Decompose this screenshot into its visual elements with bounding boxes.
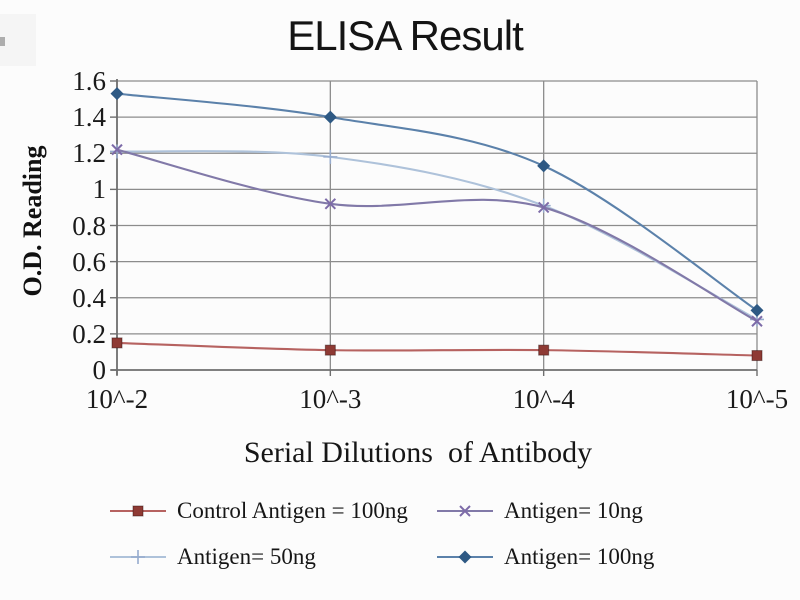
legend-marker-plus: [110, 550, 166, 564]
y-tick-label: 0.8: [72, 210, 106, 241]
y-tick-label: 0.2: [72, 318, 106, 349]
marker-diamond: [323, 110, 337, 124]
x-axis-title: Serial Dilutions of Antibody: [243, 436, 593, 469]
legend-marker-x: [437, 505, 493, 517]
marker-square: [324, 344, 336, 356]
legend-label: Control Antigen = 100ng: [177, 498, 408, 523]
series-line: [116, 148, 758, 323]
series-antigen-100ng: [110, 87, 764, 317]
marker-x: [324, 198, 337, 210]
y-tick-label: 1.2: [72, 138, 106, 169]
y-tick-label: 0.4: [72, 282, 106, 313]
series-line: [116, 341, 758, 357]
series-antigen-10ng: [111, 143, 763, 327]
y-tick-label: 1.4: [72, 102, 106, 133]
y-tick-label: 0.6: [72, 246, 106, 277]
marker-plus: [131, 550, 145, 564]
x-tick-label: 10^-4: [512, 384, 575, 414]
x-tick-label: 10^-2: [85, 384, 149, 414]
y-tick-label: 0: [92, 355, 107, 385]
legend-item-control-antigen: Control Antigen = 100ng: [108, 497, 408, 525]
marker-x: [459, 505, 471, 517]
marker-square: [538, 344, 550, 356]
marker-plus: [323, 149, 338, 164]
series-line: [116, 92, 758, 312]
series-control-antigen-100ng: [111, 337, 763, 362]
legend-item-antigen-100ng: Antigen= 100ng: [435, 543, 654, 571]
legend-item-antigen-10ng: Antigen= 10ng: [435, 497, 643, 525]
legend-label: Antigen= 10ng: [504, 498, 643, 523]
legend-marker-diamond: [437, 550, 493, 564]
marker-square: [111, 337, 123, 349]
chart-title: ELISA Result: [287, 12, 523, 59]
series-antigen-50ng: [110, 144, 764, 327]
marker-diamond: [537, 159, 551, 173]
marker-diamond: [110, 87, 124, 101]
legend-label: Antigen= 100ng: [504, 544, 655, 569]
marker-x: [111, 143, 123, 156]
marker-square: [751, 350, 763, 362]
marker-square: [132, 505, 144, 517]
y-tick-label: 1: [92, 174, 107, 205]
scan-artifact: [0, 14, 36, 66]
scan-artifact: [0, 37, 5, 46]
marker-x: [537, 201, 550, 214]
x-tick-label: 10^-3: [299, 384, 362, 414]
marker-diamond: [458, 550, 472, 564]
y-tick-label: 1.6: [72, 66, 106, 96]
x-tick-label: 10^-5: [725, 384, 789, 414]
legend-label: Antigen= 50ng: [177, 544, 316, 569]
marker-x: [751, 315, 763, 327]
marker-diamond: [750, 303, 764, 317]
legend-item-antigen-50ng: Antigen= 50ng: [108, 543, 316, 571]
legend-marker-square: [110, 505, 166, 517]
